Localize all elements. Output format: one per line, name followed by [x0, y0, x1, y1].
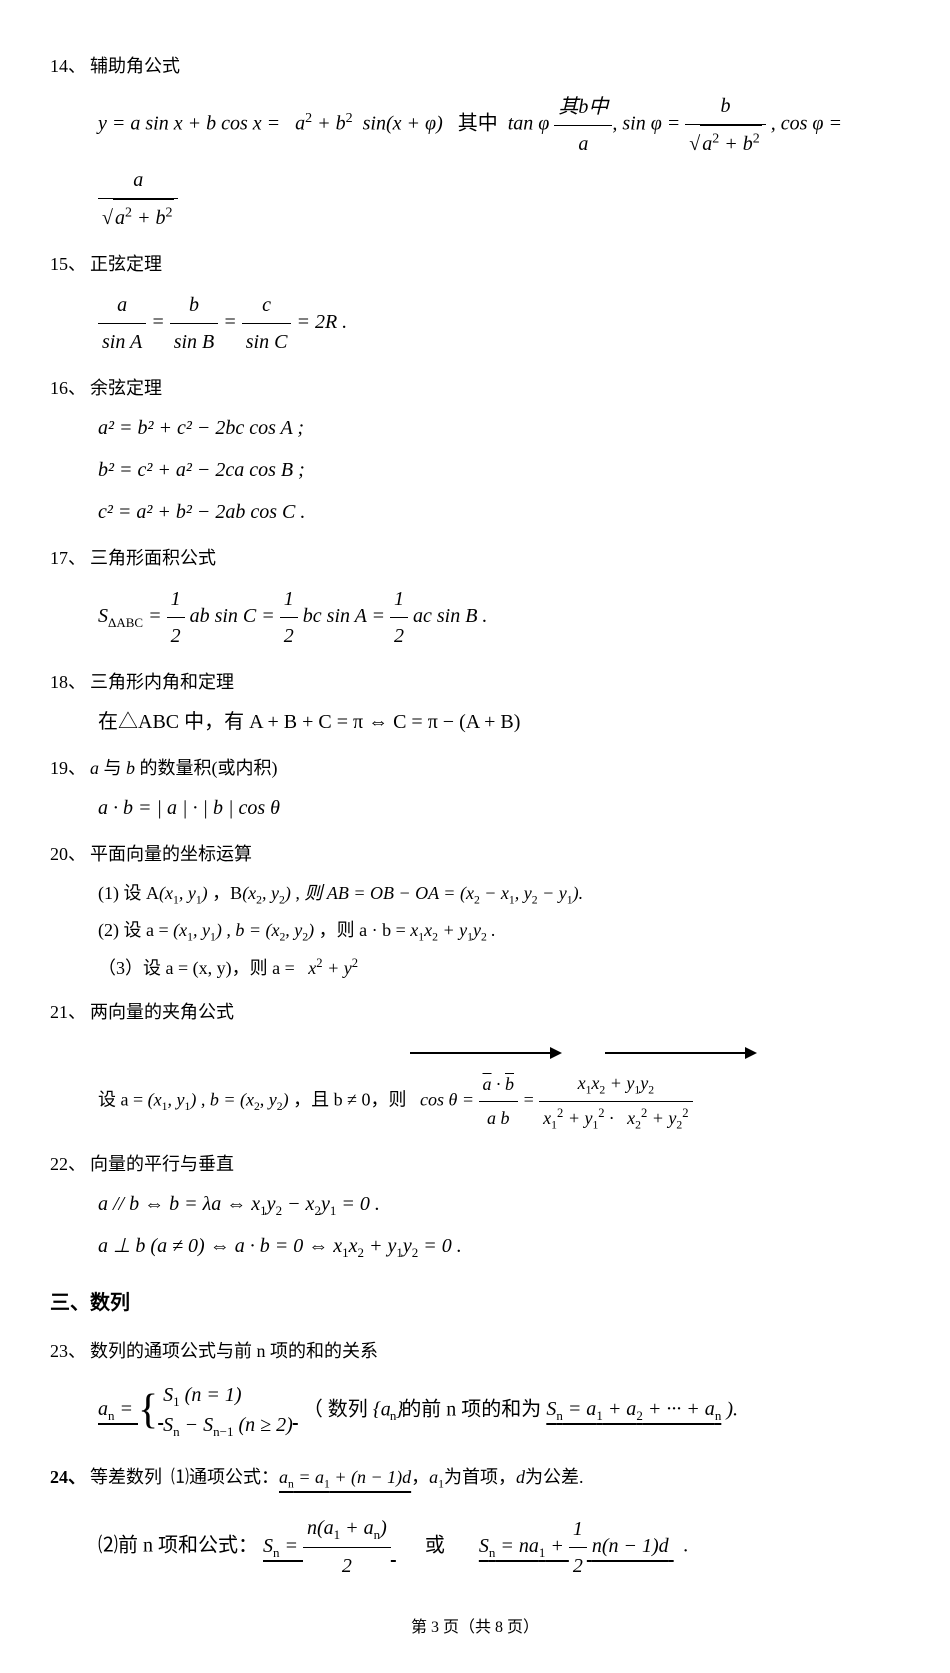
sub-label: ⑴通项公式：	[171, 1461, 279, 1493]
item-21: 21、 两向量的夹角公式 设 a = (x1, y1) , b = (x2, y…	[50, 996, 900, 1135]
item-23: 23、 数列的通项公式与前 n 项的和的关系 an = { S1 (n = 1)…	[50, 1335, 900, 1449]
item-title: 数列的通项公式与前 n 项的和的关系	[90, 1335, 378, 1367]
formula-22a: a // b ⇔ b = λa ⇔ x1y2 − x2y1 = 0 .	[98, 1186, 900, 1222]
item-number: 24、	[50, 1461, 86, 1493]
formula-17: SΔABC = 12 ab sin C = 12 bc sin A = 12 a…	[98, 581, 900, 654]
arrow-icon	[605, 1052, 755, 1054]
item-title: 三角形面积公式	[90, 542, 216, 574]
item-number: 16、	[50, 372, 86, 404]
item-title: a 与 b 的数量积(或内积)	[90, 752, 278, 784]
item-19: 19、 a 与 b 的数量积(或内积) a · b = | a | · | b …	[50, 752, 900, 826]
heading-17: 17、 三角形面积公式	[50, 542, 900, 574]
heading-15: 15、 正弦定理	[50, 248, 900, 280]
item-22: 22、 向量的平行与垂直 a // b ⇔ b = λa ⇔ x1y2 − x2…	[50, 1148, 900, 1265]
formula-18: 在△ABC 中，有 A + B + C = π ⇔ C = π − (A + B…	[98, 704, 900, 740]
item-number: 15、	[50, 248, 86, 280]
heading-18: 18、 三角形内角和定理	[50, 666, 900, 698]
heading-21: 21、 两向量的夹角公式	[50, 996, 900, 1028]
item-24: 24、 等差数列 ⑴通项公式： an = a1 + (n − 1)d ， a1 …	[50, 1461, 900, 1584]
formula-16a: a² = b² + c² − 2bc cos A ;	[98, 410, 900, 446]
item-14: 14、 辅助角公式 y = a sin x + b cos x = a2 + b…	[50, 50, 900, 236]
arrow-icon	[410, 1052, 560, 1054]
item-number: 14、	[50, 50, 86, 82]
item-number: 18、	[50, 666, 86, 698]
heading-24: 24、 等差数列 ⑴通项公式： an = a1 + (n − 1)d ， a1 …	[50, 1461, 900, 1495]
formula-20-2: (2) 设 a = (x1, y1) , b = (x2, y2) ，则 a ·…	[98, 914, 900, 948]
item-15: 15、 正弦定理 asin A = bsin B = csin C = 2R .	[50, 248, 900, 359]
item-16: 16、 余弦定理 a² = b² + c² − 2bc cos A ; b² =…	[50, 372, 900, 530]
item-title: 辅助角公式	[90, 50, 180, 82]
heading-14: 14、 辅助角公式	[50, 50, 900, 82]
item-17: 17、 三角形面积公式 SΔABC = 12 ab sin C = 12 bc …	[50, 542, 900, 653]
item-title: 余弦定理	[90, 372, 162, 404]
item-title: 两向量的夹角公式	[90, 996, 234, 1028]
arrow-decoration	[390, 1035, 900, 1067]
item-title: 等差数列	[90, 1461, 162, 1493]
item-20: 20、 平面向量的坐标运算 (1) 设 A(x1, y1) ，B(x2, y2)…	[50, 838, 900, 984]
item-number: 23、	[50, 1335, 86, 1367]
item-title: 正弦定理	[90, 248, 162, 280]
item-title: 向量的平行与垂直	[90, 1148, 234, 1180]
heading-16: 16、 余弦定理	[50, 372, 900, 404]
formula-20-3: （3）设 a = (x, y)，则 a = x2 + y2	[98, 952, 900, 984]
item-number: 19、	[50, 752, 86, 784]
item-number: 20、	[50, 838, 86, 870]
page-footer: 第 3 页（共 8 页）	[50, 1614, 900, 1643]
item-title: 三角形内角和定理	[90, 666, 234, 698]
heading-23: 23、 数列的通项公式与前 n 项的和的关系	[50, 1335, 900, 1367]
formula-20-1: (1) 设 A(x1, y1) ，B(x2, y2) , 则 AB = OB −…	[98, 877, 900, 911]
section-title-sequences: 三、数列	[50, 1285, 900, 1321]
formula-15: asin A = bsin B = csin C = 2R .	[98, 287, 900, 360]
formula-21: 设 a = (x1, y1) , b = (x2, y2) ，且 b ≠ 0，则…	[98, 1067, 900, 1135]
heading-20: 20、 平面向量的坐标运算	[50, 838, 900, 870]
formula-24-sum: ⑵前 n 项和公式： Sn = n(a1 + an)2 或 Sn = na1 +…	[98, 1510, 900, 1583]
formula-23: an = { S1 (n = 1) Sn − Sn−1 (n ≥ 2) （ 数列…	[98, 1373, 900, 1449]
item-18: 18、 三角形内角和定理 在△ABC 中，有 A + B + C = π ⇔ C…	[50, 666, 900, 740]
item-number: 21、	[50, 996, 86, 1028]
item-number: 17、	[50, 542, 86, 574]
formula-14: y = a sin x + b cos x = a2 + b2 sin(x + …	[98, 88, 900, 236]
item-title: 平面向量的坐标运算	[90, 838, 252, 870]
formula-19: a · b = | a | · | b | cos θ	[98, 790, 900, 826]
formula-16b: b² = c² + a² − 2ca cos B ;	[98, 452, 900, 488]
formula-22b: a ⊥ b (a ≠ 0) ⇔ a · b = 0 ⇔ x1x2 + y1y2 …	[98, 1228, 900, 1264]
heading-19: 19、 a 与 b 的数量积(或内积)	[50, 752, 900, 784]
formula-16c: c² = a² + b² − 2ab cos C .	[98, 494, 900, 530]
item-number: 22、	[50, 1148, 86, 1180]
heading-22: 22、 向量的平行与垂直	[50, 1148, 900, 1180]
